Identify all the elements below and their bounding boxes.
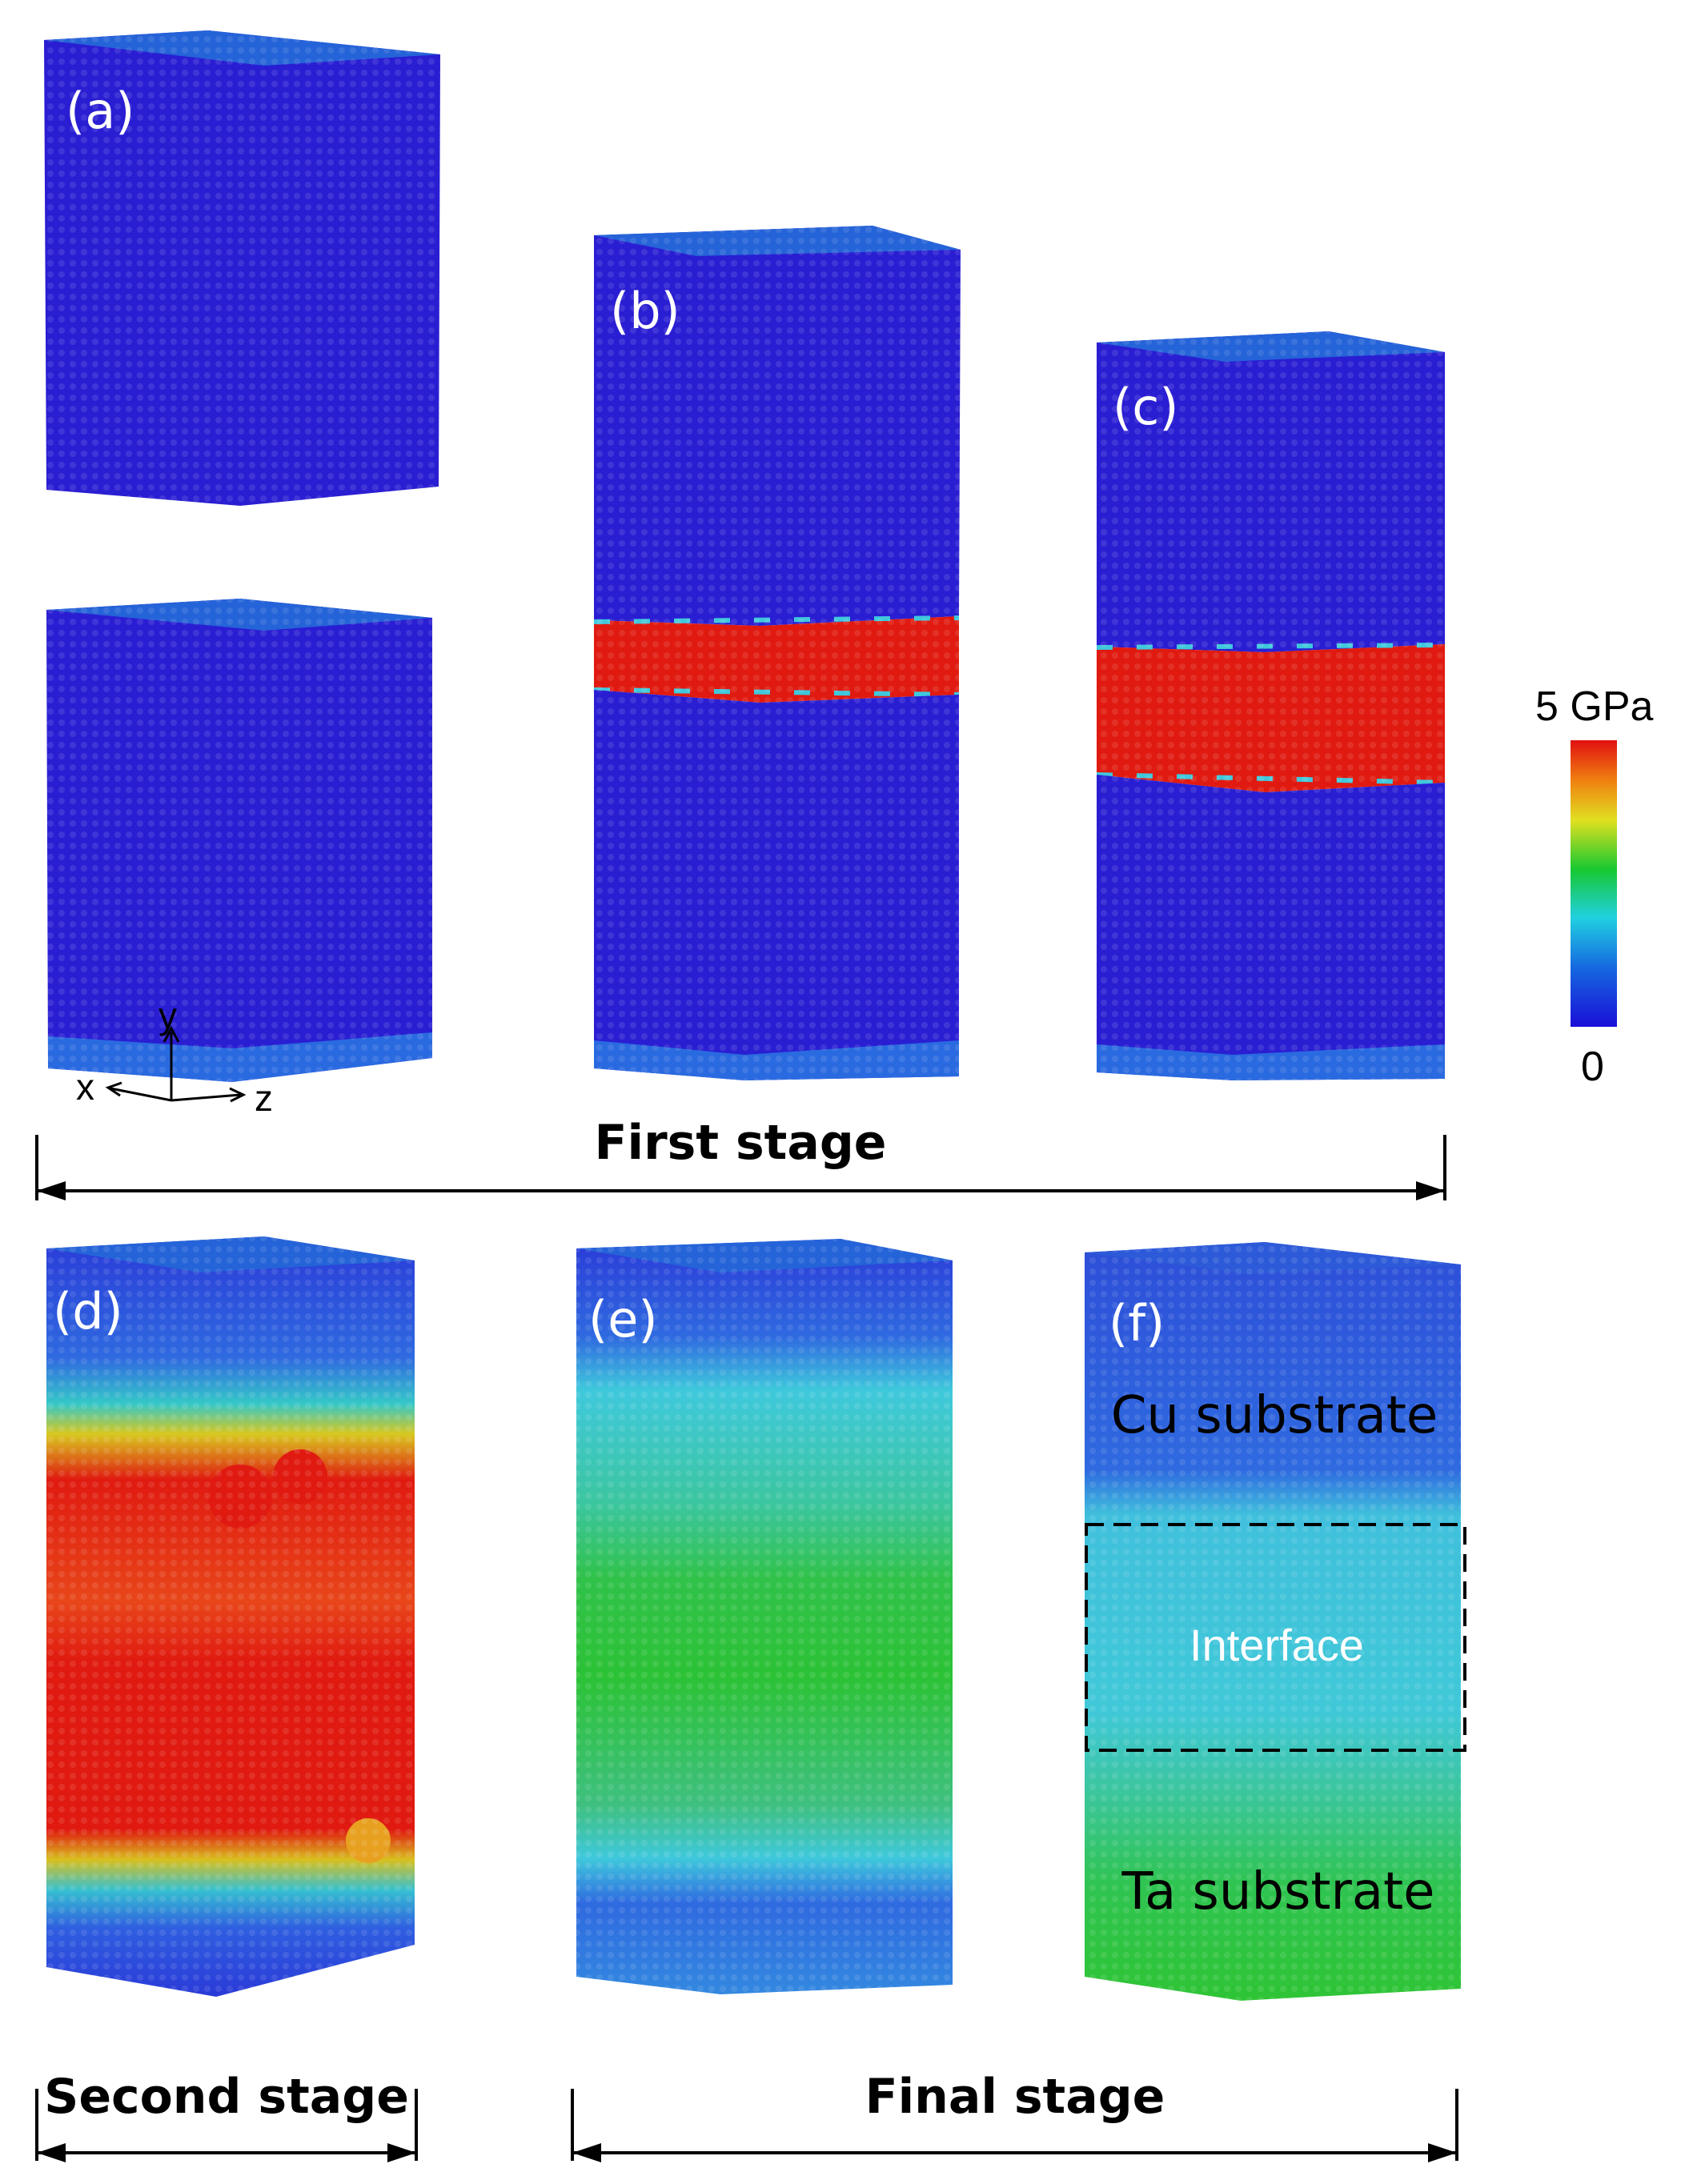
panel-a-upper-block-texture [44,30,440,506]
panel-b-label: (b) [610,282,680,340]
panel-c: (c) [1096,331,1446,1080]
colorbar-gradient [1571,740,1617,1027]
second-stage-label: Second stage [44,2069,409,2125]
panel-d-texture [46,1236,415,1997]
axis-y-label: y [158,995,177,1036]
first-stage-bracket [35,1135,1446,1200]
panel-c-label: (c) [1113,378,1178,436]
colorbar-max-label: 5 GPa [1535,683,1653,730]
panel-b-texture [594,226,961,1080]
first-stage-label: First stage [595,1115,887,1171]
panel-d-label: (d) [53,1282,123,1340]
panel-e-label: (e) [588,1290,658,1348]
cu-substrate-label: Cu substrate [1111,1386,1438,1445]
ta-substrate-label: Ta substrate [1121,1862,1434,1922]
panel-e: (e) [576,1239,953,1994]
panel-f-label: (f) [1109,1294,1165,1352]
axis-z-label: z [255,1077,273,1119]
axes-indicator [105,1025,247,1103]
panel-b: (b) [593,226,961,1080]
axis-x-label: x [76,1066,94,1108]
interface-label: Interface [1189,1620,1364,1670]
panel-a-lower-block-texture [46,599,432,1082]
final-stage-bracket [571,2089,1458,2162]
colorbar: 5 GPa 0 [1535,683,1653,1090]
panel-f-texture [1085,1242,1461,2001]
panel-f: (f) Cu substrate Interface Ta substrate [1085,1242,1466,2001]
second-stage-bracket [35,2089,418,2162]
interface-dashed-box [1085,1523,1466,1752]
panel-e-texture [576,1239,953,1994]
colorbar-min-label: 0 [1581,1044,1604,1090]
final-stage-label: Final stage [865,2069,1165,2125]
panel-a-label: (a) [66,82,134,140]
panel-a: (a) y x z [44,30,440,1119]
panel-d: (d) [46,1236,415,1997]
panel-c-texture [1097,331,1445,1080]
